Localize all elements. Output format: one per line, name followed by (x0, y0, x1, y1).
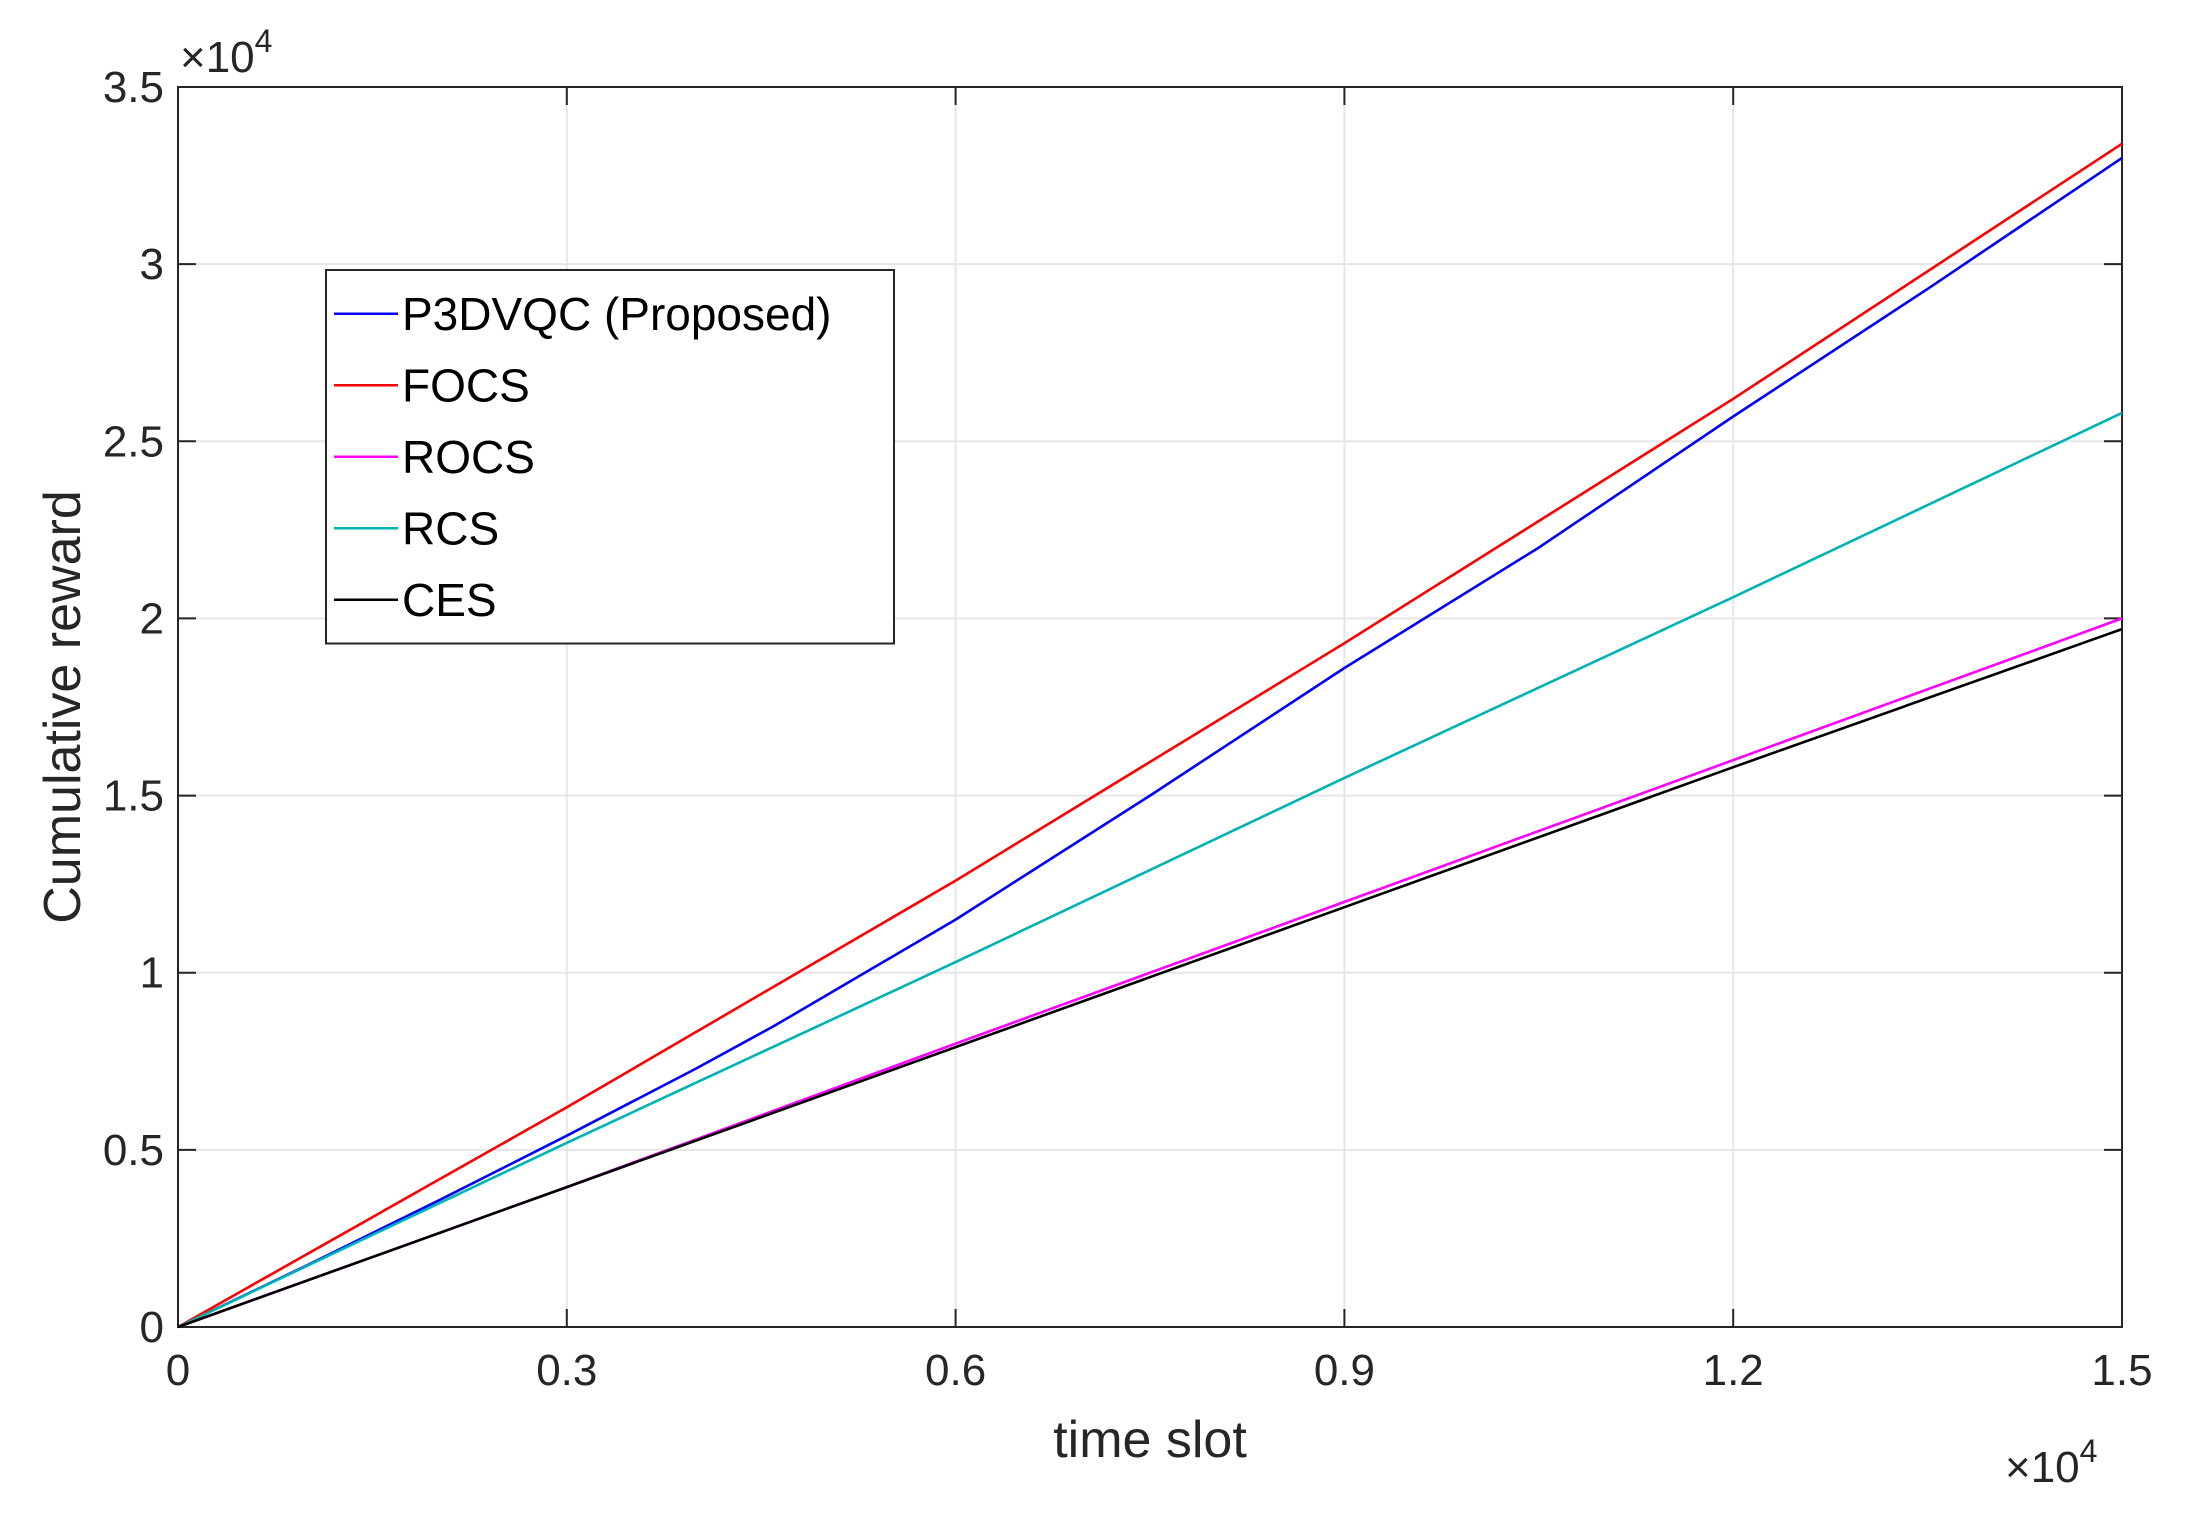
legend-box (325, 269, 895, 645)
y-tick-label: 1.5 (103, 772, 164, 821)
legend-label: P3DVQC (Proposed) (402, 288, 832, 340)
x-tick-label: 0 (166, 1346, 190, 1395)
y-tick-label: 3.5 (103, 63, 164, 112)
series-layer (177, 142, 2123, 1329)
y-exponent-base: ×10 (180, 33, 255, 82)
y-tick-label: 1 (140, 949, 164, 998)
axis-ticks (177, 86, 2123, 1328)
plot-area-frame (177, 86, 2123, 1328)
y-axis-title: Cumulative reward (34, 490, 92, 924)
series-line-ces (177, 627, 2123, 1329)
legend-items: P3DVQC (Proposed) FOCS ROCS RCS CES (334, 288, 832, 626)
x-exponent-power: 4 (2080, 1433, 2098, 1469)
legend-label: FOCS (402, 359, 530, 411)
tick-labels: 0 0.3 0.6 0.9 1.2 1.5 0 0.5 1 1.5 2 2.5 3 3.5 (103, 63, 2153, 1395)
x-axis-title: time slot (1053, 1411, 1247, 1469)
legend-label: ROCS (402, 431, 535, 483)
y-tick-label: 2.5 (103, 417, 164, 466)
y-tick-label: 0 (140, 1303, 164, 1352)
series-line-p3dvqc-proposed (177, 156, 2123, 1329)
series-line-rcs (177, 411, 2123, 1329)
legend-label: CES (402, 574, 497, 626)
y-exponent-power: 4 (255, 23, 273, 59)
x-axis-exponent: ×104 (2005, 1433, 2097, 1492)
y-tick-label: 3 (140, 240, 164, 289)
legend: P3DVQC (Proposed) FOCS ROCS RCS CES (325, 269, 895, 645)
series-line-focs (177, 142, 2123, 1329)
x-tick-label: 1.5 (2091, 1346, 2152, 1395)
y-tick-label: 2 (140, 594, 164, 643)
x-tick-label: 0.3 (536, 1346, 597, 1395)
x-tick-label: 0.9 (1314, 1346, 1375, 1395)
x-tick-label: 1.2 (1703, 1346, 1764, 1395)
y-tick-label: 0.5 (103, 1126, 164, 1175)
legend-label: RCS (402, 502, 499, 554)
x-exponent-base: ×10 (2005, 1443, 2080, 1492)
x-tick-label: 0.6 (925, 1346, 986, 1395)
y-axis-exponent: ×104 (180, 23, 272, 82)
